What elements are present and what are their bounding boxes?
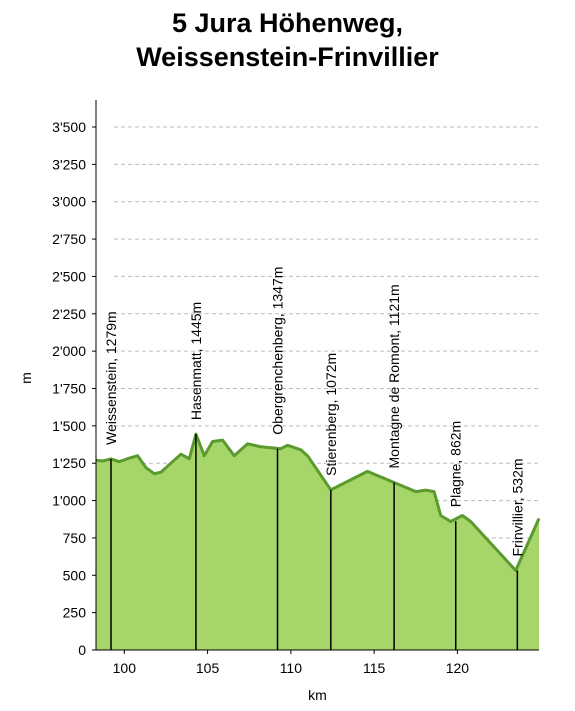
y-tick-label: 1'250: [52, 455, 86, 471]
waypoint-label: Montagne de Romont, 1121m: [386, 284, 402, 468]
x-tick-label: 105: [196, 660, 220, 676]
x-tick-label: 120: [446, 660, 470, 676]
x-tick-label: 100: [113, 660, 137, 676]
waypoint-label: Plagne, 862m: [448, 421, 464, 507]
x-ticks: 100 105 110 115 120: [113, 650, 470, 676]
x-tick-label: 115: [363, 660, 386, 676]
chart-title-line2: Weissenstein-Frinvillier: [136, 42, 439, 72]
waypoint-label: Weissenstein, 1279m: [103, 311, 119, 445]
y-tick-label: 1'500: [52, 418, 86, 434]
x-axis-label: km: [308, 687, 327, 703]
elevation-line: [95, 432, 541, 572]
x-tick-label: 110: [280, 660, 303, 676]
y-tick-label: 3'250: [52, 156, 86, 172]
elevation-area: [96, 434, 539, 650]
y-tick-label: 1'000: [52, 493, 86, 509]
waypoint-label: Stierenberg, 1072m: [323, 353, 339, 476]
y-tick-label: 1'750: [52, 381, 86, 397]
y-tick-label: 0: [78, 642, 86, 658]
chart-title-line1: 5 Jura Höhenweg,: [171, 8, 404, 38]
waypoint-label: Obergrenchenberg, 1347m: [270, 267, 286, 435]
y-ticks: 0 250 500 750 1'000 1'250 1'500 1'750 2'000 2'250…: [52, 119, 96, 658]
y-tick-label: 500: [63, 567, 87, 583]
y-tick-label: 2'250: [52, 306, 86, 322]
y-tick-label: 2'500: [52, 268, 86, 284]
y-tick-label: 2'000: [52, 343, 86, 359]
waypoint-label: Hasenmatt, 1445m: [188, 302, 204, 420]
chart-title: 5 Jura Höhenweg, Weissenstein-Frinvillie…: [0, 6, 575, 74]
waypoint-markers: Weissenstein, 1279m Hasenmatt, 1445m Oberg…: [103, 267, 525, 650]
y-tick-label: 3'500: [52, 119, 86, 135]
y-tick-label: 3'000: [52, 194, 86, 210]
y-tick-label: 250: [63, 605, 87, 621]
y-axis-label: m: [18, 372, 34, 384]
y-tick-label: 750: [63, 530, 87, 546]
waypoint-label: Frinvillier, 532m: [509, 458, 525, 556]
y-tick-label: 2'750: [52, 231, 86, 247]
